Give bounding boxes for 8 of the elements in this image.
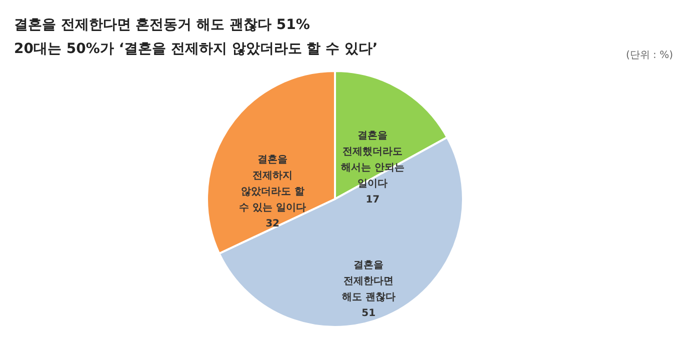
data-label: 32	[266, 218, 280, 230]
data-label: 17	[366, 194, 380, 206]
chart-subtitle: 20대는 50%가 ‘결혼을 전제하지 않았더라도 할 수 있다’	[14, 40, 378, 58]
text: (단위 : %)	[626, 49, 673, 62]
chart-title: 결혼을 전제한다면 혼전동거 해도 괜찮다 51%	[14, 16, 310, 34]
slice-label: 결혼을 전제한다면 해도 괜찮다	[342, 260, 396, 303]
data-label: 51	[362, 308, 376, 319]
slice-label: 결혼을 전제하지 않았더라도 할 수 있는 일이다	[239, 154, 306, 214]
